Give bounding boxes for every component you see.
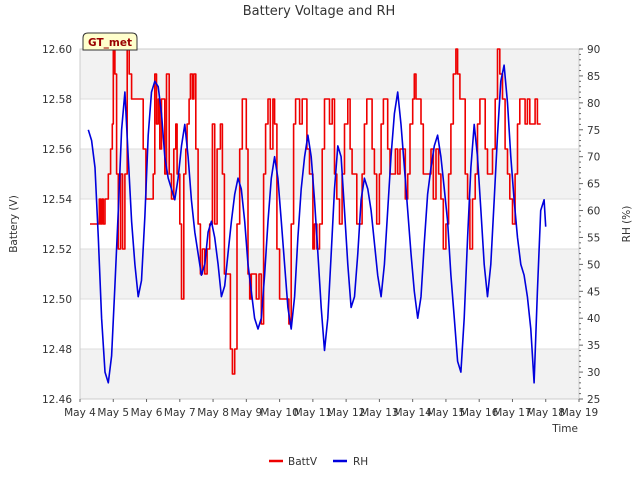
x-tick-label: May 4 xyxy=(64,407,96,419)
x-tick-label: May 12 xyxy=(327,407,365,419)
y2-tick-label: 30 xyxy=(587,367,600,379)
site-label-text: GT_met xyxy=(88,37,132,49)
site-label-background xyxy=(82,32,138,51)
x-tick-label: May 16 xyxy=(460,407,499,419)
x-tick-label: May 15 xyxy=(427,407,465,419)
x-tick-label: May 7 xyxy=(164,407,196,419)
y-tick-label: 12.54 xyxy=(42,194,72,206)
series-line-rh xyxy=(87,64,547,384)
x-tick-label: May 10 xyxy=(260,407,298,419)
y-tick-label: 12.60 xyxy=(42,44,72,56)
y2-tick-label: 25 xyxy=(587,394,600,406)
y2-tick-label: 75 xyxy=(587,125,600,137)
x-tick-label: May 14 xyxy=(393,407,432,419)
x-axis-label: Time xyxy=(551,423,578,435)
plot-frame xyxy=(79,48,580,400)
y-tick-label: 12.46 xyxy=(42,394,72,406)
y2-tick-label: 60 xyxy=(587,206,600,218)
y-axis-label: Battery (V) xyxy=(8,195,20,253)
series-layer xyxy=(87,48,547,384)
legend: BattV RH xyxy=(269,456,368,468)
y2-tick-label: 55 xyxy=(587,232,600,244)
y2-tick-label: 45 xyxy=(587,286,600,298)
x-tick-label: May 17 xyxy=(493,407,531,419)
y-tick-label: 12.58 xyxy=(42,94,72,106)
legend-label-battv: BattV xyxy=(288,456,318,468)
y2-tick-label: 80 xyxy=(587,98,600,110)
band xyxy=(80,349,579,399)
y-tick-label: 12.48 xyxy=(42,344,72,356)
y-tick-label: 12.56 xyxy=(42,144,72,156)
y-tick-label: 12.52 xyxy=(42,244,72,256)
chart-title: Battery Voltage and RH xyxy=(243,4,396,19)
axes: 12.46 12.48 12.50 12.52 12.54 12.56 12.58 12.60… xyxy=(42,44,600,419)
series-line-battv xyxy=(90,48,541,375)
y2-axis-label: RH (%) xyxy=(621,206,633,243)
site-label-box: GT_met xyxy=(82,32,138,51)
x-tick-label: May 6 xyxy=(131,407,163,419)
x-tick-label: May 18 xyxy=(527,407,565,419)
x-tick-label: May 9 xyxy=(230,407,262,419)
y2-tick-label: 70 xyxy=(587,152,600,164)
y2-tick-label: 35 xyxy=(587,340,600,352)
y2-tick-label: 65 xyxy=(587,179,600,191)
x-tick-label: May 13 xyxy=(360,407,398,419)
x-tick-label: May 5 xyxy=(97,407,129,419)
y2-tick-label: 85 xyxy=(587,71,600,83)
y2-tick-label: 50 xyxy=(587,259,600,271)
y2-tick-label: 40 xyxy=(587,313,600,325)
x-tick-label: May 19 xyxy=(560,407,598,419)
x-tick-label: May 11 xyxy=(294,407,332,419)
band xyxy=(80,49,579,99)
y2-tick-label: 90 xyxy=(587,44,600,56)
x-tick-label: May 8 xyxy=(197,407,229,419)
y-tick-label: 12.50 xyxy=(42,294,72,306)
legend-label-rh: RH xyxy=(353,456,368,468)
